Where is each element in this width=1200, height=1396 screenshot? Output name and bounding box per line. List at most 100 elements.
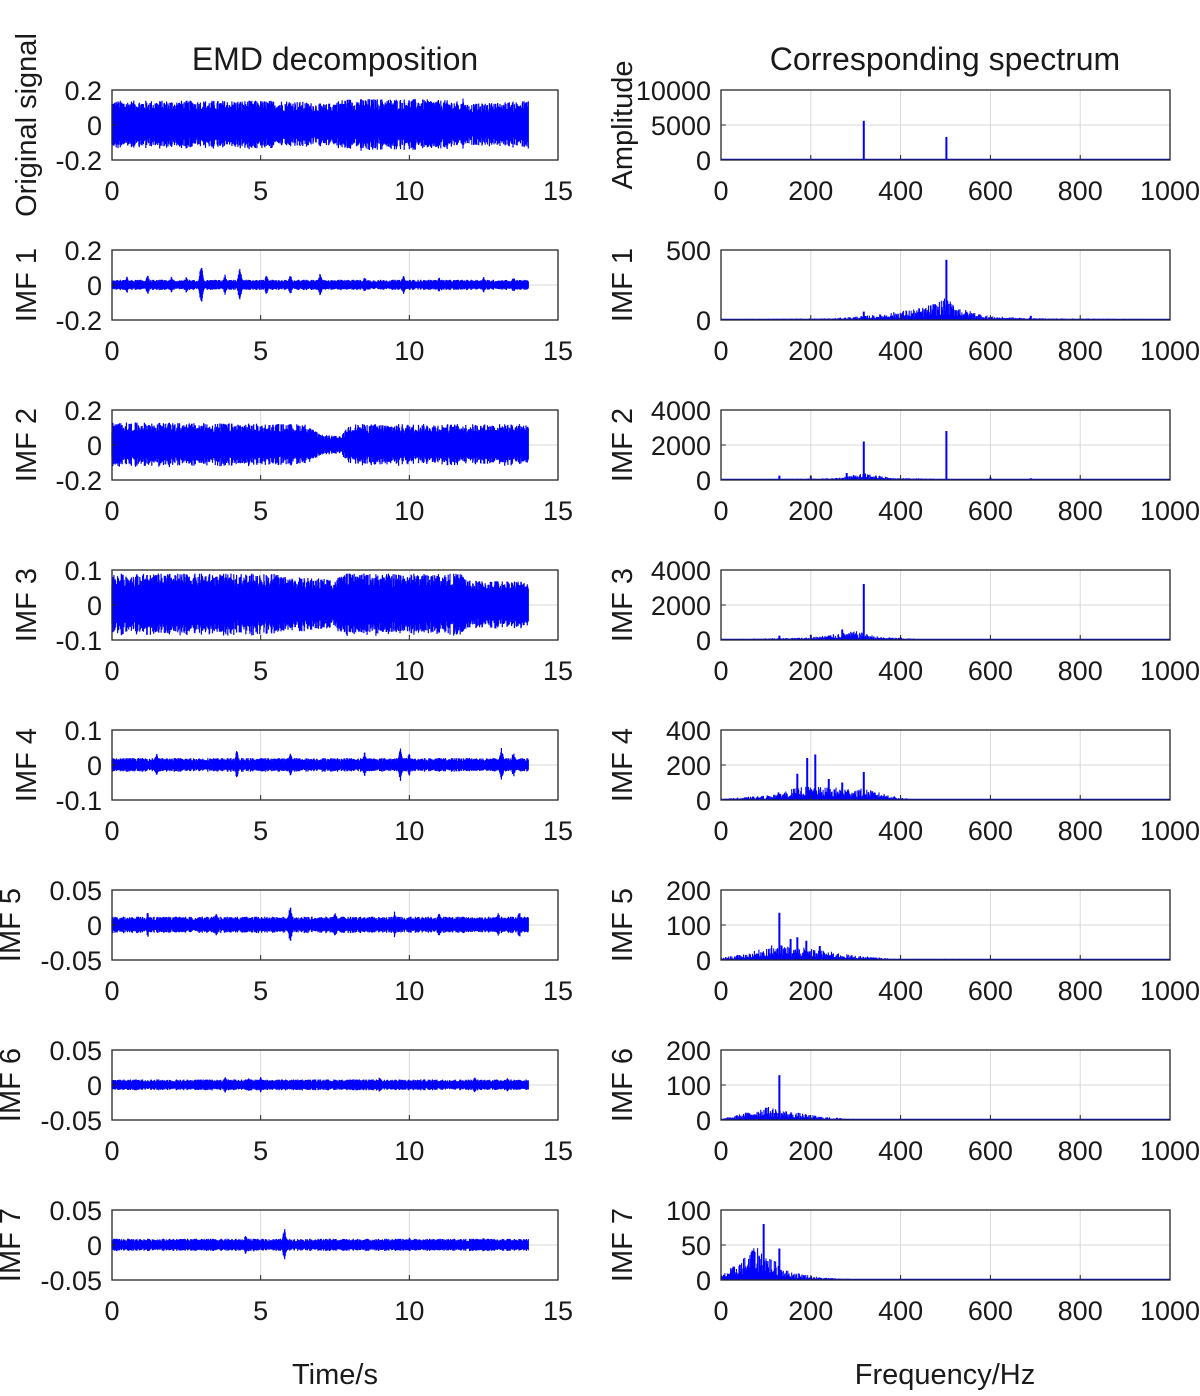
y-axis-label: IMF 3 [11, 568, 43, 642]
x-tick-label: 0 [713, 976, 728, 1006]
y-tick-label: 0 [696, 626, 711, 656]
x-tick-label: 15 [543, 336, 573, 366]
x-tick-label: 15 [543, 496, 573, 526]
x-tick-label: 0 [713, 336, 728, 366]
x-tick-label: 1000 [1140, 976, 1200, 1006]
x-tick-label: 15 [543, 176, 573, 206]
y-tick-label: 0.2 [64, 76, 102, 106]
x-tick-label: 400 [878, 816, 923, 846]
y-tick-label: 0 [696, 146, 711, 176]
x-tick-label: 0 [104, 656, 119, 686]
x-tick-label: 800 [1058, 176, 1103, 206]
y-axis-label: IMF 2 [607, 408, 639, 482]
panel-spectrum-8: 0 200 400 600 800 1000 0 50 100 IMF 7 [607, 1196, 1200, 1326]
panel-spectrum-6: 0 200 400 600 800 1000 0 100 200 IMF 5 [607, 876, 1200, 1006]
y-tick-label: 200 [666, 876, 711, 906]
x-tick-label: 600 [968, 656, 1013, 686]
panel-spectrum-5: 0 200 400 600 800 1000 0 200 400 IMF 4 [607, 716, 1200, 846]
y-tick-label: 10000 [636, 76, 711, 106]
x-tick-label: 200 [788, 336, 833, 366]
x-tick-label: 0 [713, 496, 728, 526]
x-tick-label: 600 [968, 176, 1013, 206]
x-tick-label: 10 [394, 336, 424, 366]
x-tick-label: 800 [1058, 1296, 1103, 1326]
x-tick-label: 15 [543, 1136, 573, 1166]
signal-trace [111, 907, 529, 941]
y-tick-label: -0.05 [40, 1266, 102, 1296]
panel-spectrum-7: 0 200 400 600 800 1000 0 100 200 IMF 6 [607, 1036, 1200, 1166]
y-axis-label: IMF 5 [607, 888, 639, 962]
x-tick-label: 1000 [1140, 816, 1200, 846]
signal-trace [111, 1229, 529, 1260]
y-tick-label: 0 [87, 271, 102, 301]
y-tick-label: 0 [87, 751, 102, 781]
x-tick-label: 1000 [1140, 176, 1200, 206]
y-tick-label: 0 [696, 946, 711, 976]
x-tick-label: 10 [394, 976, 424, 1006]
x-tick-label: 0 [713, 656, 728, 686]
y-tick-label: 0 [87, 431, 102, 461]
right-column-title: Corresponding spectrum [770, 41, 1120, 77]
x-tick-label: 200 [788, 976, 833, 1006]
y-tick-label: 0 [696, 786, 711, 816]
y-tick-label: 0.1 [64, 556, 102, 586]
right-x-axis-label: Frequency/Hz [855, 1359, 1036, 1391]
panel-spectrum-4: 0 200 400 600 800 1000 0 2000 4000 IMF 3 [607, 556, 1200, 686]
signal-trace [111, 748, 529, 781]
y-tick-label: -0.2 [55, 466, 102, 496]
x-tick-label: 15 [543, 816, 573, 846]
x-tick-label: 800 [1058, 1136, 1103, 1166]
y-tick-label: 0 [696, 1106, 711, 1136]
x-tick-label: 15 [543, 976, 573, 1006]
y-tick-label: 5000 [651, 111, 711, 141]
y-tick-label: 0.05 [49, 876, 102, 906]
y-axis-label: IMF 1 [11, 248, 43, 322]
x-tick-label: 10 [394, 656, 424, 686]
x-tick-label: 400 [878, 176, 923, 206]
x-tick-label: 400 [878, 1136, 923, 1166]
y-tick-label: 0.05 [49, 1196, 102, 1226]
x-tick-label: 600 [968, 976, 1013, 1006]
y-tick-label: 4000 [651, 556, 711, 586]
x-tick-label: 200 [788, 1296, 833, 1326]
x-tick-label: 800 [1058, 336, 1103, 366]
x-tick-label: 0 [104, 1296, 119, 1326]
y-axis-label: IMF 6 [0, 1048, 27, 1122]
spectrum-trace [720, 945, 1171, 960]
x-tick-label: 600 [968, 816, 1013, 846]
x-tick-label: 5 [253, 496, 268, 526]
y-axis-label: IMF 7 [0, 1208, 27, 1282]
x-tick-label: 400 [878, 656, 923, 686]
panel-spectrum-3: 0 200 400 600 800 1000 0 2000 4000 IMF 2 [607, 396, 1200, 526]
y-tick-label: 2000 [651, 591, 711, 621]
x-tick-label: 0 [713, 1296, 728, 1326]
y-tick-label: 100 [666, 1196, 711, 1226]
y-tick-label: -0.05 [40, 1106, 102, 1136]
x-tick-label: 10 [394, 1296, 424, 1326]
x-tick-label: 10 [394, 176, 424, 206]
x-tick-label: 1000 [1140, 1136, 1200, 1166]
x-tick-label: 800 [1058, 656, 1103, 686]
y-axis-label: Amplitude [607, 61, 639, 190]
x-tick-label: 400 [878, 336, 923, 366]
spectrum-trace [720, 1248, 1153, 1280]
x-tick-label: 5 [253, 336, 268, 366]
x-tick-label: 10 [394, 496, 424, 526]
y-tick-label: -0.1 [55, 786, 102, 816]
x-tick-label: 200 [788, 656, 833, 686]
y-axis-label: IMF 7 [607, 1208, 639, 1282]
y-tick-label: 0 [87, 111, 102, 141]
x-tick-label: 10 [394, 1136, 424, 1166]
y-tick-label: 0 [87, 1071, 102, 1101]
y-tick-label: 50 [681, 1231, 711, 1261]
x-tick-label: 5 [253, 656, 268, 686]
x-tick-label: 0 [104, 1136, 119, 1166]
